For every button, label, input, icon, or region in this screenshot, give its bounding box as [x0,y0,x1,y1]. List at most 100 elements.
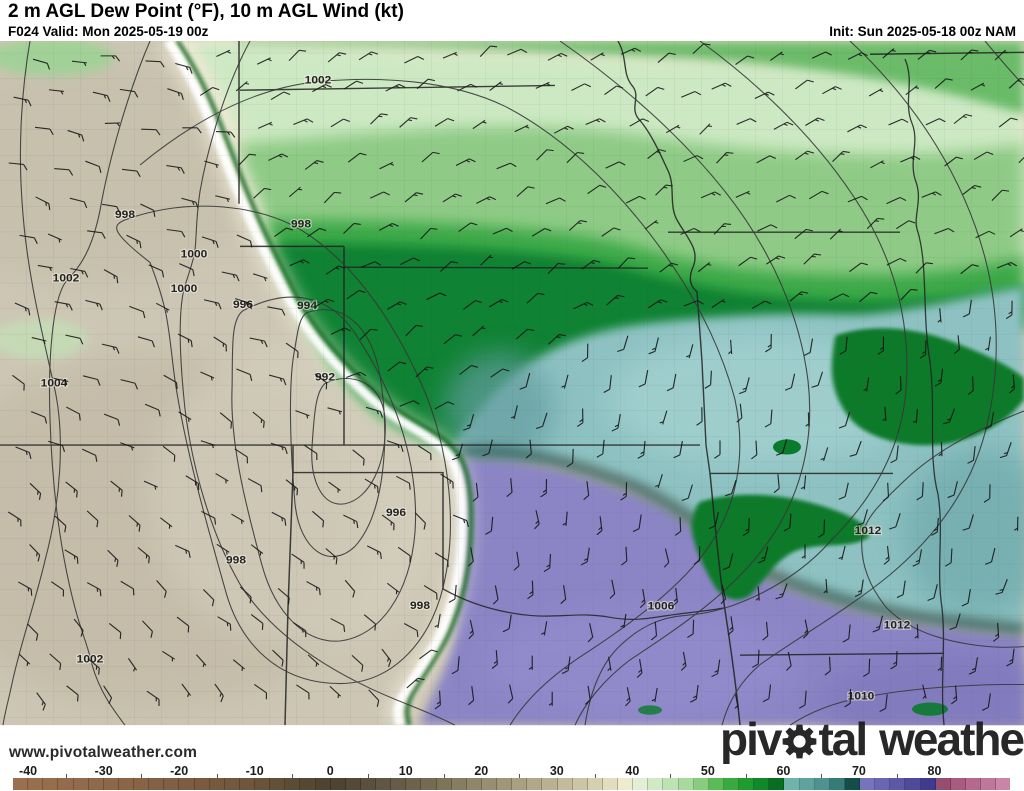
wind-barb [201,510,217,525]
wind-barb [863,658,871,678]
wind-barb [832,150,850,163]
wind-barb [166,228,186,238]
wind-barb [250,544,264,556]
colorbar-minor-tick [594,774,596,778]
wind-barb [293,622,307,638]
wind-barb [513,551,520,571]
watermark-url: www.pivotalweather.com [9,744,198,761]
wind-barb [307,227,327,238]
wind-barb [201,236,219,248]
isobar-label-1002: 1002 [53,272,80,285]
wind-barb [805,117,825,126]
wind-barb [403,622,419,638]
wind-barb [742,517,750,537]
wind-barb [981,693,991,711]
wind-barb [103,269,119,284]
colorbar-cell [754,778,770,790]
wind-barb [769,51,784,61]
wind-barb [219,412,233,429]
wind-barb [683,155,704,163]
wind-barb [397,546,411,563]
colorbar-tick--30: -30 [94,764,113,778]
wind-barb [507,684,514,704]
wind-barb [141,128,161,136]
wind-barb [104,122,120,127]
colorbar-minor-tick [670,774,672,778]
colorbar-cell [814,778,830,790]
wind-barb [587,184,607,195]
wind-barb [19,234,38,244]
wind-barb [585,118,606,125]
wind-barb [239,586,252,604]
wind-barb [994,49,1008,61]
wind-barb [734,694,739,709]
wind-barb [711,298,726,309]
wind-barb [514,124,530,133]
wind-barb [73,618,84,637]
colorbar-cell [149,778,165,790]
colorbar-tick--20: -20 [170,764,189,778]
colorbar-cell [270,778,286,790]
wind-barb [620,47,642,55]
wind-barb [120,442,135,451]
wind-barb [596,439,605,458]
wind-barb [879,694,888,713]
wind-barb [295,410,310,419]
wind-barb [584,685,591,705]
wind-barb [459,365,479,375]
wind-barb [975,230,996,239]
wind-barb [847,195,868,203]
wind-barb [764,409,773,428]
wind-barb [36,692,46,711]
isobar-label-992: 992 [315,371,336,384]
wind-barb [996,261,1018,269]
colorbar-cell [43,778,59,790]
wind-barb [1008,77,1024,89]
wind-barb [757,546,769,564]
isobar-label-1010: 1010 [848,690,875,703]
wind-barb [900,155,921,163]
wind-barb [247,478,263,493]
isobar-label-1000: 1000 [181,248,208,261]
colorbar-minor-tick [745,774,747,778]
wind-barb [314,298,335,308]
wind-barb [973,151,994,161]
wind-barb [203,299,222,310]
colorbar-cell [572,778,588,790]
colorbar-tick-10: 10 [398,764,413,778]
wind-barbs [7,43,1024,713]
wind-barb [85,299,103,311]
wind-barb [842,624,851,643]
wind-barb [426,292,447,301]
pivotal-weather-logo: piv tal weather [720,713,1024,764]
wind-barb [195,654,207,668]
wind-barb [683,300,704,307]
wind-barb [48,89,64,95]
wind-barb [458,222,478,232]
wind-barb [145,60,165,68]
wind-barb [736,118,757,125]
colorbar-cell [451,778,467,790]
wind-barb [820,447,829,462]
wind-barb [199,86,220,96]
wind-barb [100,55,121,62]
wind-barb [270,91,291,101]
wind-barb [304,444,318,461]
wind-barb [685,344,694,359]
wind-barb [343,514,359,529]
wind-barb [489,81,504,92]
wind-barb [360,261,382,268]
wind-barb [566,448,574,468]
colorbar-cell [678,778,694,790]
wind-barb [71,60,87,67]
wind-barb [571,83,592,91]
wind-barb [727,616,734,636]
wind-barb [476,196,497,204]
model-init-label: Init: Sun 2025-05-18 00z NAM [829,24,1016,39]
wind-barb [786,651,792,671]
wind-barb [288,186,303,198]
wind-barb [404,192,424,203]
wind-barb [381,514,395,531]
wind-barb [271,511,287,526]
colorbar-cell [769,778,785,790]
